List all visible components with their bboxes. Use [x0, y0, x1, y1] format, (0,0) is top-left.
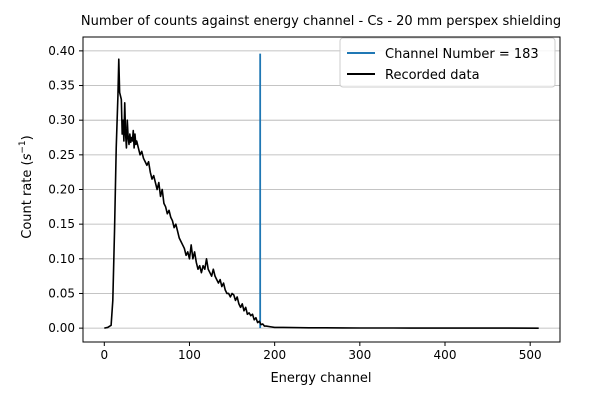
- y-tick-label-4: 0.20: [48, 183, 75, 197]
- y-tick-label-8: 0.40: [48, 44, 75, 58]
- ticks-layer: 0 100 200 300 400 500 0.00 0.05 0.10 0.15 0.20 0.25…: [48, 44, 541, 362]
- y-tick-label-2: 0.10: [48, 252, 75, 266]
- x-tick-label-4: 400: [434, 348, 457, 362]
- y-axis-label: Count rate (s−1): [18, 135, 35, 239]
- y-tick-label-3: 0.15: [48, 217, 75, 231]
- y-tick-label-0: 0.00: [48, 321, 75, 335]
- y-axis-label-exponent: −1: [18, 140, 28, 153]
- grid-layer: [83, 50, 560, 329]
- x-tick-label-1: 100: [178, 348, 201, 362]
- chart-title: Number of counts against energy channel …: [81, 14, 561, 29]
- x-tick-label-3: 300: [348, 348, 371, 362]
- x-tick-label-0: 0: [100, 348, 108, 362]
- series-layer: [104, 53, 539, 329]
- legend-label-recorded: Recorded data: [385, 68, 480, 83]
- x-tick-label-2: 200: [263, 348, 286, 362]
- y-axis-label-main: Count rate (: [20, 160, 35, 238]
- series-recorded-data-line: [104, 58, 539, 329]
- legend-box: [339, 37, 556, 88]
- y-tick-label-6: 0.30: [48, 113, 75, 127]
- legend-label-channel: Channel Number = 183: [385, 47, 539, 62]
- y-tick-label-7: 0.35: [48, 79, 75, 93]
- y-axis-label-group: Count rate (s−1): [18, 135, 35, 239]
- y-tick-label-5: 0.25: [48, 148, 75, 162]
- y-axis-label-close: ): [20, 135, 35, 140]
- y-tick-label-1: 0.05: [48, 286, 75, 300]
- y-axis-label-unit: s: [20, 153, 35, 160]
- x-axis-label: Energy channel: [270, 371, 371, 386]
- legend: Channel Number = 183 Recorded data: [339, 37, 556, 88]
- x-tick-label-5: 500: [519, 348, 542, 362]
